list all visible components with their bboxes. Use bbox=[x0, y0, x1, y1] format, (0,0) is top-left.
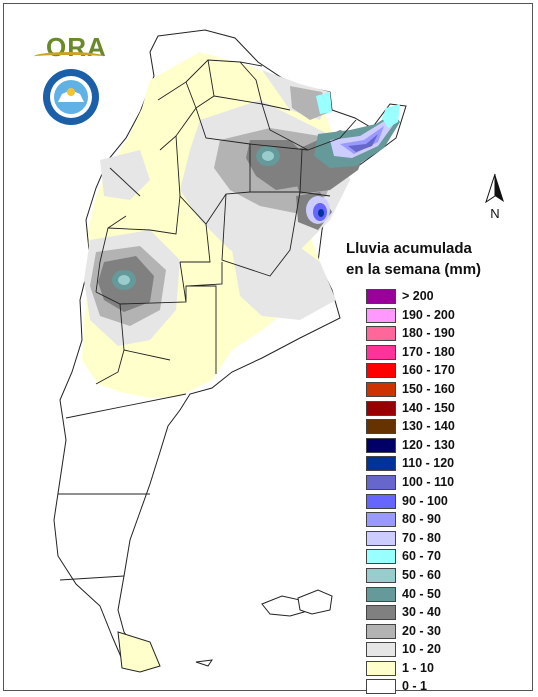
zone-10-20-northwest bbox=[100, 150, 150, 200]
zone-100-110-ne bbox=[348, 134, 378, 152]
legend-label: 130 - 140 bbox=[402, 419, 455, 434]
legend-swatch bbox=[366, 400, 396, 416]
legend-label: 90 - 100 bbox=[402, 493, 448, 508]
legend-label: 20 - 30 bbox=[402, 623, 441, 638]
zone-10-20-east bbox=[232, 240, 336, 320]
tierra-del-fuego bbox=[117, 631, 161, 673]
zone-50-60-west bbox=[118, 275, 130, 285]
zone-60-70-ne bbox=[382, 104, 400, 128]
legend-label: 50 - 60 bbox=[402, 567, 441, 582]
legend-swatch bbox=[366, 642, 396, 658]
legend-label: 40 - 50 bbox=[402, 586, 441, 601]
legend-title: Lluvia acumulada en la semana (mm) bbox=[346, 238, 526, 280]
legend-label: 30 - 40 bbox=[402, 605, 441, 620]
legend-swatch bbox=[366, 660, 396, 676]
smn-seal-icon bbox=[43, 69, 99, 125]
legend-swatch bbox=[366, 623, 396, 639]
zone-70-80-ne bbox=[330, 120, 394, 158]
legend-label: 180 - 190 bbox=[402, 326, 455, 341]
legend-swatch bbox=[366, 512, 396, 528]
legend-swatch bbox=[366, 549, 396, 565]
north-label: N bbox=[490, 206, 499, 221]
legend-title-line1: Lluvia acumulada bbox=[346, 240, 472, 257]
legend-label: 190 - 200 bbox=[402, 307, 455, 322]
legend-swatch bbox=[366, 381, 396, 397]
province-borders bbox=[58, 59, 357, 581]
north-arrow-icon: N bbox=[485, 173, 504, 221]
ora-logo: ORA bbox=[34, 30, 108, 62]
legend-swatch bbox=[366, 419, 396, 435]
legend-label: 80 - 90 bbox=[402, 512, 441, 527]
legend-label: 1 - 10 bbox=[402, 660, 434, 675]
legend-label: > 200 bbox=[402, 289, 434, 303]
map-frame bbox=[3, 3, 533, 691]
legend-label: 150 - 160 bbox=[402, 381, 455, 396]
legend-label: 0 - 1 bbox=[402, 679, 428, 694]
legend-label: 70 - 80 bbox=[402, 530, 441, 545]
legend-title-line2: en la semana (mm) bbox=[346, 261, 482, 278]
zone-50-60-north bbox=[262, 151, 274, 161]
legend-swatch bbox=[366, 289, 396, 304]
legend-swatch bbox=[366, 456, 396, 472]
zone-60-70-north bbox=[316, 92, 332, 114]
legend-label: 140 - 150 bbox=[402, 400, 455, 415]
legend-swatch bbox=[366, 474, 396, 490]
legend-swatch bbox=[366, 530, 396, 546]
ora-swoosh-icon bbox=[34, 52, 104, 61]
legend-swatch bbox=[366, 307, 396, 323]
legend-label: 120 - 130 bbox=[402, 437, 455, 452]
legend-label: 100 - 110 bbox=[402, 474, 455, 489]
legend-label: 170 - 180 bbox=[402, 344, 455, 359]
malvinas-islands bbox=[261, 589, 333, 617]
legend-swatch bbox=[366, 493, 396, 509]
legend-swatch bbox=[366, 567, 396, 583]
legend-label: 160 - 170 bbox=[402, 363, 455, 378]
legend-swatch bbox=[366, 605, 396, 621]
legend-swatch bbox=[366, 344, 396, 360]
legend-label: 10 - 20 bbox=[402, 642, 441, 657]
isla-de-los-estados bbox=[195, 659, 214, 667]
legend-swatch bbox=[366, 363, 396, 379]
zone-110-120-east bbox=[318, 209, 324, 217]
legend-swatch bbox=[366, 586, 396, 602]
legend-label: 60 - 70 bbox=[402, 549, 441, 564]
legend-swatch bbox=[366, 437, 396, 453]
legend-swatch bbox=[366, 326, 396, 342]
legend-label: 110 - 120 bbox=[402, 456, 455, 471]
legend-swatch bbox=[366, 679, 396, 695]
